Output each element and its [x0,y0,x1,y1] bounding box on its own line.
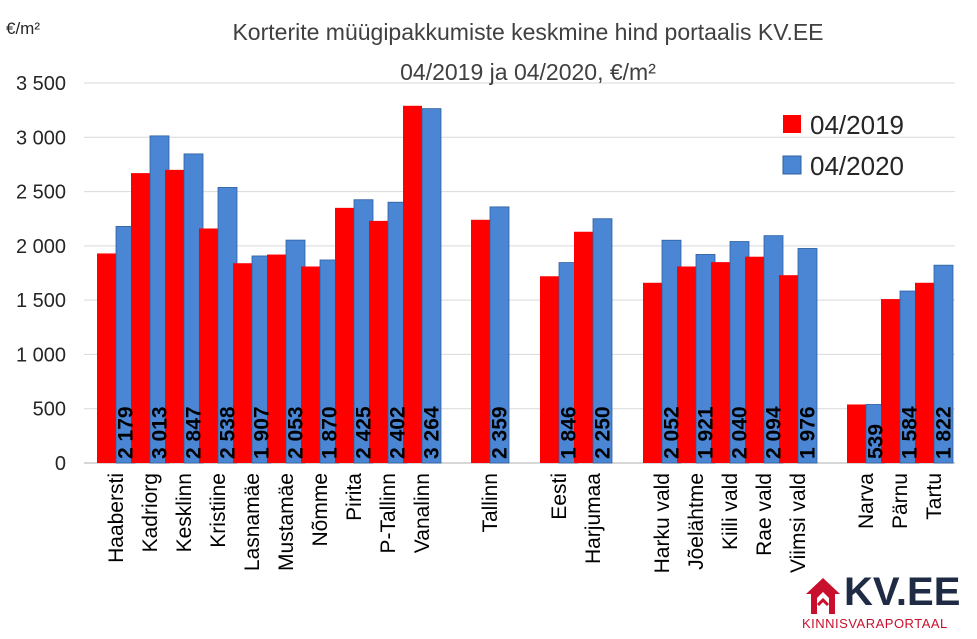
bar-2019 [335,207,354,463]
data-label: 3 013 [149,406,172,459]
data-label: 2 052 [661,406,684,459]
bar-2020 [933,264,954,464]
x-tick-label: Pärnu [889,473,912,529]
legend-swatch-2020 [782,155,802,175]
logo-tagline: KINNISVARAPORTAAL [802,616,948,631]
bar-2019 [643,282,662,463]
bar-2019 [471,219,490,463]
data-label: 539 [865,424,888,459]
data-label: 2 179 [115,406,138,459]
x-tick-labels: Haabersti Kadriorg Kesklinn Kristiine Lasnam… [105,473,946,574]
data-labels: 2 179 3 013 2 847 2 538 1 907 2 053 1 870 2 425… [115,406,956,459]
x-tick-label: Eesti [548,473,571,520]
bar-2019 [131,173,150,463]
y-tick-label: 0 [55,453,66,475]
data-label: 2 040 [729,406,752,459]
bar-2019 [369,220,388,463]
data-label: 2 359 [489,406,512,459]
x-tick-label: P-Tallinn [377,473,400,554]
bar-2019 [881,299,900,463]
bar-2019 [915,282,934,463]
bar-2020 [592,218,613,464]
x-tick-label: Kesklinn [173,473,196,552]
x-tick-label: Jõelähtme [685,473,708,570]
x-tick-label: Rae vald [753,473,776,556]
bar-2019 [779,275,798,463]
data-label: 1 907 [251,406,274,459]
data-label: 1 584 [899,406,922,459]
bar-2020 [797,248,818,464]
data-label: 2 250 [592,406,615,459]
house-icon [806,578,840,614]
bar-2019 [97,253,116,463]
x-tick-label: Lasnamäe [241,473,264,571]
bar-2019 [403,105,422,464]
x-tick-label: Tartu [923,473,946,520]
chart-title-line-2: 04/2019 ja 04/2020, €/m² [400,59,656,85]
x-tick-label: Haabersti [105,473,128,563]
y-tick-label: 3 000 [16,127,66,149]
bar-2019 [711,262,730,463]
y-tick-label: 2 000 [16,236,66,258]
x-tick-label: Pirita [343,473,366,521]
x-tick-label: Viimsi vald [787,473,810,573]
bars [97,105,954,464]
data-label: 2 847 [183,406,206,459]
y-tick-label: 2 500 [16,182,66,204]
y-axis-unit-label: €/m² [6,19,40,38]
bar-2019 [267,254,286,463]
bar-2019 [847,404,866,463]
x-tick-label: Nõmme [309,473,332,547]
data-label: 2 538 [217,406,240,459]
legend-label-2020: 04/2020 [810,151,904,181]
x-tick-label: Harjumaa [582,473,605,564]
x-tick-label: Tallinn [479,473,502,533]
y-tick-labels: 0 500 1 000 1 500 2 000 2 500 3 000 3 500 [16,73,66,475]
data-label: 1 976 [797,406,820,459]
x-tick-label: Kiili vald [719,473,742,550]
y-tick-label: 1 500 [16,290,66,312]
bar-2019 [540,276,559,463]
x-tick-label: Kristiine [207,473,230,548]
y-tick-label: 1 000 [16,344,66,366]
data-label: 1 822 [933,406,956,459]
legend: 04/2019 04/2020 [782,110,904,181]
bar-2019 [301,266,320,463]
bar-2020 [489,206,510,464]
bar-2019 [199,228,218,463]
x-tick-label: Mustamäe [275,473,298,571]
x-tick-label: Harku vald [651,473,674,573]
kv-ee-logo: KV.EE KINNISVARAPORTAAL [800,570,972,636]
legend-swatch-2019 [783,115,801,133]
data-label: 1 921 [695,406,718,459]
bar-2019 [233,263,252,463]
bar-2020 [421,108,442,464]
chart-title-line-1: Korterite müügipakkumiste keskmine hind … [232,19,823,45]
bar-2019 [745,256,764,463]
y-tick-label: 500 [33,399,66,421]
x-tick-label: Narva [855,473,878,529]
data-label: 3 264 [421,406,444,459]
data-label: 2 094 [763,406,786,459]
data-label: 1 870 [319,406,342,459]
data-label: 2 425 [353,406,376,459]
data-label: 2 053 [285,406,308,459]
bar-2019 [574,231,593,463]
bar-2019 [165,169,184,463]
data-label: 2 402 [387,406,410,459]
x-tick-label: Kadriorg [139,473,162,552]
x-tick-label: Vanalinn [411,473,434,553]
y-tick-label: 3 500 [16,73,66,95]
logo-brand-text: KV.EE [844,570,961,614]
data-label: 1 846 [558,406,581,459]
legend-label-2019: 04/2019 [810,110,904,140]
bar-2019 [677,266,696,463]
